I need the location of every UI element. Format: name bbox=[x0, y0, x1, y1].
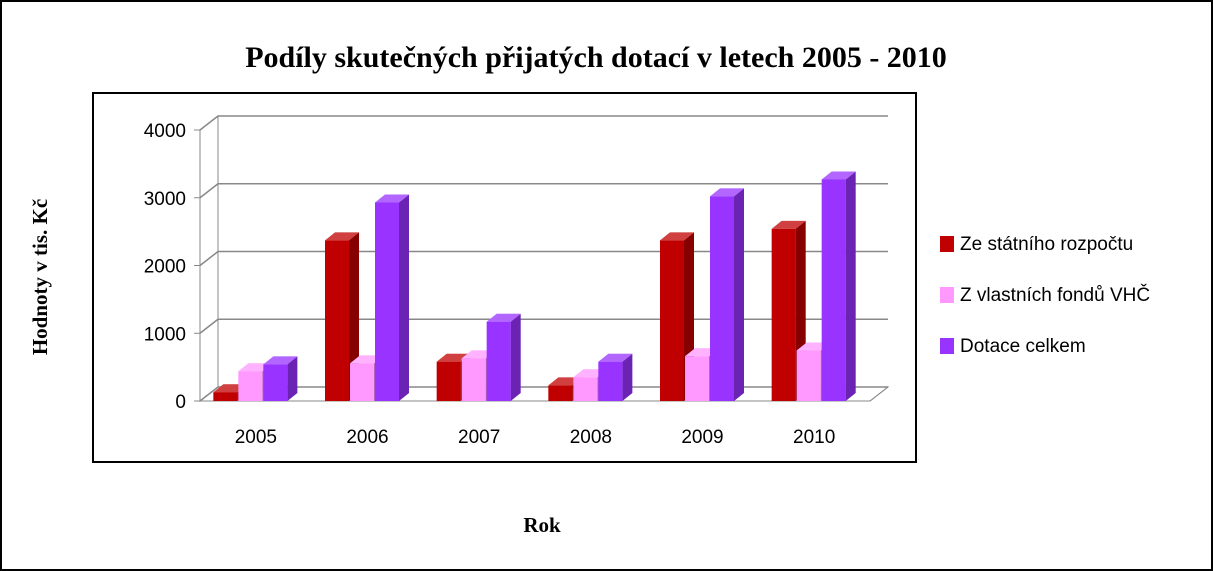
chart-title: Podíly skutečných přijatých dotací v let… bbox=[245, 41, 947, 74]
x-tick-label: 2008 bbox=[570, 427, 612, 448]
bar-side bbox=[510, 313, 521, 401]
bar bbox=[598, 361, 623, 401]
grid-line-side bbox=[199, 318, 219, 334]
bar-top bbox=[486, 313, 521, 322]
bar bbox=[325, 240, 349, 401]
bar bbox=[796, 350, 821, 401]
bar-side-shade bbox=[287, 356, 298, 401]
bar bbox=[238, 371, 263, 401]
bar-side-shade bbox=[845, 171, 856, 401]
bar bbox=[263, 364, 288, 401]
legend-swatch bbox=[940, 338, 954, 354]
bar-top bbox=[325, 232, 359, 241]
legend-label: Z vlastních fondů VHČ bbox=[960, 284, 1150, 306]
bar-top-shade bbox=[821, 171, 856, 180]
bar bbox=[573, 377, 598, 401]
bar-top bbox=[375, 194, 409, 203]
bar-side bbox=[734, 188, 744, 401]
x-tick-label: 2005 bbox=[235, 427, 277, 448]
legend-swatch bbox=[940, 287, 954, 303]
bar-top bbox=[598, 353, 633, 362]
bar-side-shade bbox=[622, 353, 633, 401]
bar-side-shade bbox=[510, 313, 521, 401]
bar-top bbox=[771, 220, 806, 229]
bar bbox=[375, 202, 399, 401]
bar-top-shade bbox=[710, 188, 744, 197]
bar bbox=[486, 321, 511, 401]
bar-top bbox=[710, 188, 744, 197]
bar bbox=[350, 363, 374, 401]
bar-top bbox=[660, 232, 694, 241]
grid-line-side bbox=[199, 183, 219, 199]
bar-top bbox=[821, 171, 856, 180]
legend-label: Ze státního rozpočtu bbox=[960, 234, 1133, 255]
bar-top-shade bbox=[598, 353, 633, 362]
bar-top-shade bbox=[486, 313, 521, 322]
bar bbox=[771, 228, 796, 401]
x-axis-label: Rok bbox=[523, 513, 561, 537]
y-tick-label: 4000 bbox=[144, 121, 186, 142]
x-tick-label: 2010 bbox=[793, 427, 835, 448]
grid-line-side bbox=[199, 386, 219, 402]
bar bbox=[461, 358, 486, 401]
grid-line-side bbox=[199, 250, 219, 267]
bar-side bbox=[622, 353, 633, 401]
y-axis-label: Hodnoty v tis. Kč bbox=[28, 199, 52, 355]
bar-top bbox=[263, 356, 298, 365]
bar bbox=[685, 356, 709, 401]
y-tick-label: 0 bbox=[175, 392, 186, 413]
bar-top-shade bbox=[660, 232, 694, 241]
bar-side bbox=[287, 356, 298, 401]
bar bbox=[436, 361, 461, 401]
bar bbox=[213, 392, 238, 401]
legend-label: Dotace celkem bbox=[960, 336, 1086, 357]
legend-swatch bbox=[940, 236, 954, 252]
y-tick-label: 3000 bbox=[144, 189, 186, 210]
x-tick-label: 2009 bbox=[681, 427, 723, 448]
x-axis-end bbox=[869, 386, 889, 402]
bar bbox=[660, 240, 684, 401]
bar-side-shade bbox=[734, 188, 744, 401]
bar-side-shade bbox=[399, 194, 409, 401]
bar-top-shade bbox=[771, 220, 806, 229]
bar-top-shade bbox=[263, 356, 298, 365]
bar-side bbox=[399, 194, 409, 401]
bar bbox=[821, 179, 846, 401]
bar-side bbox=[845, 171, 856, 401]
x-tick-label: 2006 bbox=[346, 427, 388, 448]
bar-top-shade bbox=[375, 194, 409, 203]
bar bbox=[548, 385, 573, 401]
bar-top-shade bbox=[325, 232, 359, 241]
y-tick-label: 1000 bbox=[144, 324, 186, 345]
y-tick-label: 2000 bbox=[144, 257, 186, 278]
bar bbox=[710, 196, 734, 401]
x-tick-label: 2007 bbox=[458, 427, 500, 448]
grid-line-side bbox=[199, 115, 219, 131]
